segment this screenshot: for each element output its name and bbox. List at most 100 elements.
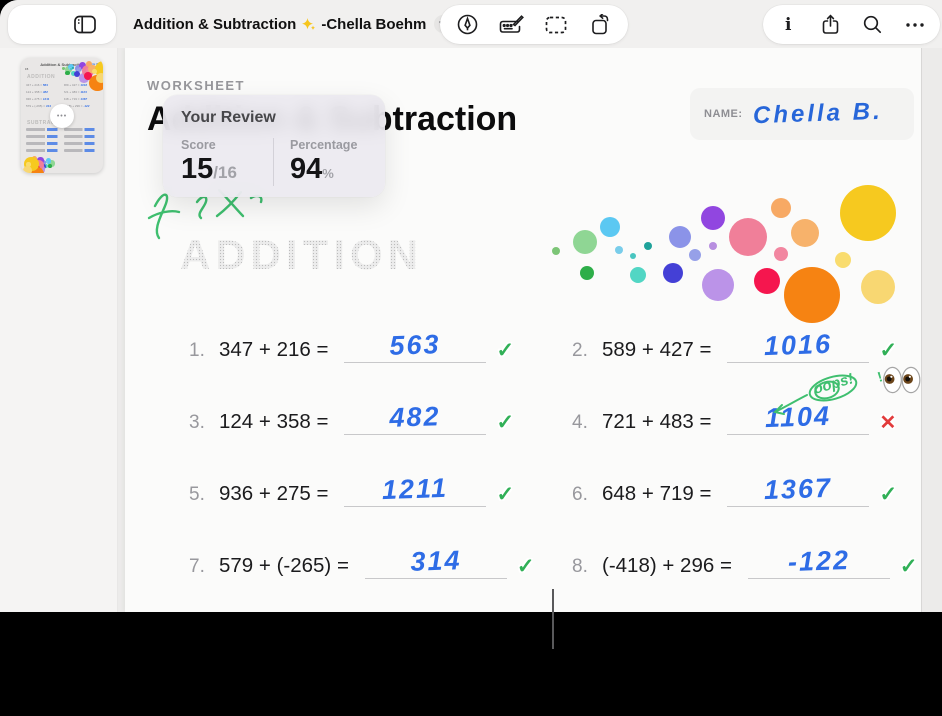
answer-line[interactable]: 563 xyxy=(344,329,487,363)
problem-expression: 589 + 427 = xyxy=(602,338,712,361)
thumbnail-dot xyxy=(46,158,52,164)
worksheet-eyebrow: WORKSHEET xyxy=(147,78,245,93)
decorative-bubble xyxy=(663,263,683,283)
review-title: Your Review xyxy=(181,109,276,126)
decorative-bubble xyxy=(861,270,895,304)
thumbnail-dot xyxy=(85,60,92,67)
thumbnail-dot xyxy=(78,66,82,70)
decorative-bubble xyxy=(791,219,819,247)
answer-line[interactable]: -122 xyxy=(747,545,890,579)
thumbnail-dot xyxy=(45,161,48,164)
decorative-bubble xyxy=(689,249,701,261)
grade-mark: ✓ xyxy=(496,483,515,506)
answer-line[interactable]: 1367 xyxy=(727,473,870,507)
thumbnail-problem-row: 124 + 358 = 482 xyxy=(26,90,48,94)
decorative-bubble xyxy=(669,226,691,248)
problem-expression: (-418) + 296 = xyxy=(602,554,732,577)
decorative-bubble xyxy=(702,269,734,301)
page-thumbnail[interactable]: Addition & Subtraction Chella B. 15 ADDI… xyxy=(21,58,103,173)
thumbnail-dot xyxy=(92,68,98,74)
thumbnail-dots-top xyxy=(61,59,103,92)
handwritten-answer: 1367 xyxy=(763,472,833,506)
app-window: Addition & Subtraction -Chella Boehm xyxy=(0,0,942,612)
share-button[interactable] xyxy=(813,8,847,42)
problem-number: 7. xyxy=(189,556,205,577)
info-button[interactable]: i xyxy=(771,8,805,42)
review-stats: Score 15/16 Percentage 94% xyxy=(181,138,367,186)
thumbnail-dot xyxy=(29,166,44,173)
name-field[interactable]: NAME: Chella B. xyxy=(690,88,914,140)
handwritten-answer: 563 xyxy=(389,329,442,361)
handwritten-answer: 1211 xyxy=(381,472,449,506)
problem-expression: 936 + 275 = xyxy=(219,482,329,505)
problem-expression: 347 + 216 = xyxy=(219,338,329,361)
problem-expression: 124 + 358 = xyxy=(219,410,329,433)
eyes-emoji xyxy=(881,365,923,395)
rotate-page-button[interactable] xyxy=(584,8,618,42)
thumbnail-problem-row: 579 + (-265) = 314 xyxy=(26,104,51,108)
thumbnail-dot xyxy=(34,159,45,170)
thumbnail-dot xyxy=(48,160,55,167)
problem-number: 1. xyxy=(189,340,205,361)
decorative-bubble xyxy=(754,268,780,294)
percentage-value: 94 xyxy=(290,153,323,185)
answer-line[interactable]: 482 xyxy=(344,401,487,435)
selection-tool-button[interactable] xyxy=(539,8,573,42)
document-title: Addition & Subtraction xyxy=(133,15,297,33)
grade-mark: ✓ xyxy=(516,555,535,578)
problem-expression: 579 + (-265) = xyxy=(219,554,349,577)
handwritten-answer: -122 xyxy=(787,544,851,578)
decorative-bubble xyxy=(729,218,767,256)
problem-number: 5. xyxy=(189,484,205,505)
problem-number: 8. xyxy=(572,556,588,577)
thumbnail-more-button[interactable]: ••• xyxy=(50,104,74,128)
problem-row: 2. 589 + 427 = 1016 ✓ xyxy=(572,329,922,363)
decorative-bubble xyxy=(615,246,623,254)
thumbnail-problem-row: 648 + 719 = 1367 xyxy=(63,97,88,101)
thumbnail-dot xyxy=(94,61,103,79)
top-toolbar: Addition & Subtraction -Chella Boehm xyxy=(0,0,942,48)
score-label: Score xyxy=(181,138,216,152)
thumbnail-title: Addition & Subtraction xyxy=(40,62,84,67)
thumbnail-dot xyxy=(74,71,81,77)
document-title-menu[interactable]: Addition & Subtraction -Chella Boehm xyxy=(133,0,453,48)
thumbnail-dots-bottom xyxy=(22,155,56,173)
decorative-bubble xyxy=(701,206,725,230)
decorative-bubble xyxy=(573,230,597,254)
more-button[interactable] xyxy=(898,8,932,42)
thumbnail-dot xyxy=(26,162,31,167)
info-icon: i xyxy=(784,14,792,35)
problem-row: 4. 721 + 483 = 1104 ✕ xyxy=(572,401,922,435)
decorative-bubble xyxy=(630,253,636,259)
problem-expression: 648 + 719 = xyxy=(602,482,712,505)
grade-mark: ✓ xyxy=(899,555,918,578)
score-value: 15 xyxy=(181,153,214,185)
decorative-bubble xyxy=(784,267,840,323)
grade-mark: ✓ xyxy=(879,339,898,362)
answer-line[interactable]: 1016 xyxy=(727,329,870,363)
decorative-bubble xyxy=(630,267,646,283)
decorative-bubble xyxy=(774,247,788,261)
search-button[interactable] xyxy=(856,8,890,42)
grade-mark: ✕ xyxy=(879,412,897,434)
answer-line[interactable]: 1104 xyxy=(727,401,870,435)
name-handwriting: Chella B. xyxy=(752,97,883,130)
thumbnail-dot xyxy=(68,67,72,70)
thumbnail-dot xyxy=(71,66,75,70)
decorative-bubble xyxy=(644,242,652,250)
handwritten-answer: 1016 xyxy=(763,328,833,362)
oops-annotation: oops! ! xyxy=(767,370,899,422)
markup-pen-button[interactable] xyxy=(450,8,484,42)
worksheet-page[interactable]: WORKSHEET Addition & Subtraction Your Re… xyxy=(125,48,922,612)
answer-line[interactable]: 1211 xyxy=(344,473,487,507)
pages-sidebar: Addition & Subtraction Chella B. 15 ADDI… xyxy=(0,48,118,612)
answer-line[interactable]: 314 xyxy=(364,545,507,579)
sparkle-icon xyxy=(301,17,316,32)
percentage-label: Percentage xyxy=(290,138,358,152)
problem-row: 7. 579 + (-265) = 314 ✓ xyxy=(189,545,572,579)
markup-tools-group xyxy=(440,5,628,44)
handwriting-keyboard-button[interactable] xyxy=(495,8,529,42)
sidebar-toggle-button[interactable] xyxy=(68,8,102,42)
review-popover: Your Review Score 15/16 Percentage 94% xyxy=(163,95,385,197)
thumbnail-problem-row: 721 + 483 = 1104 xyxy=(63,90,87,94)
